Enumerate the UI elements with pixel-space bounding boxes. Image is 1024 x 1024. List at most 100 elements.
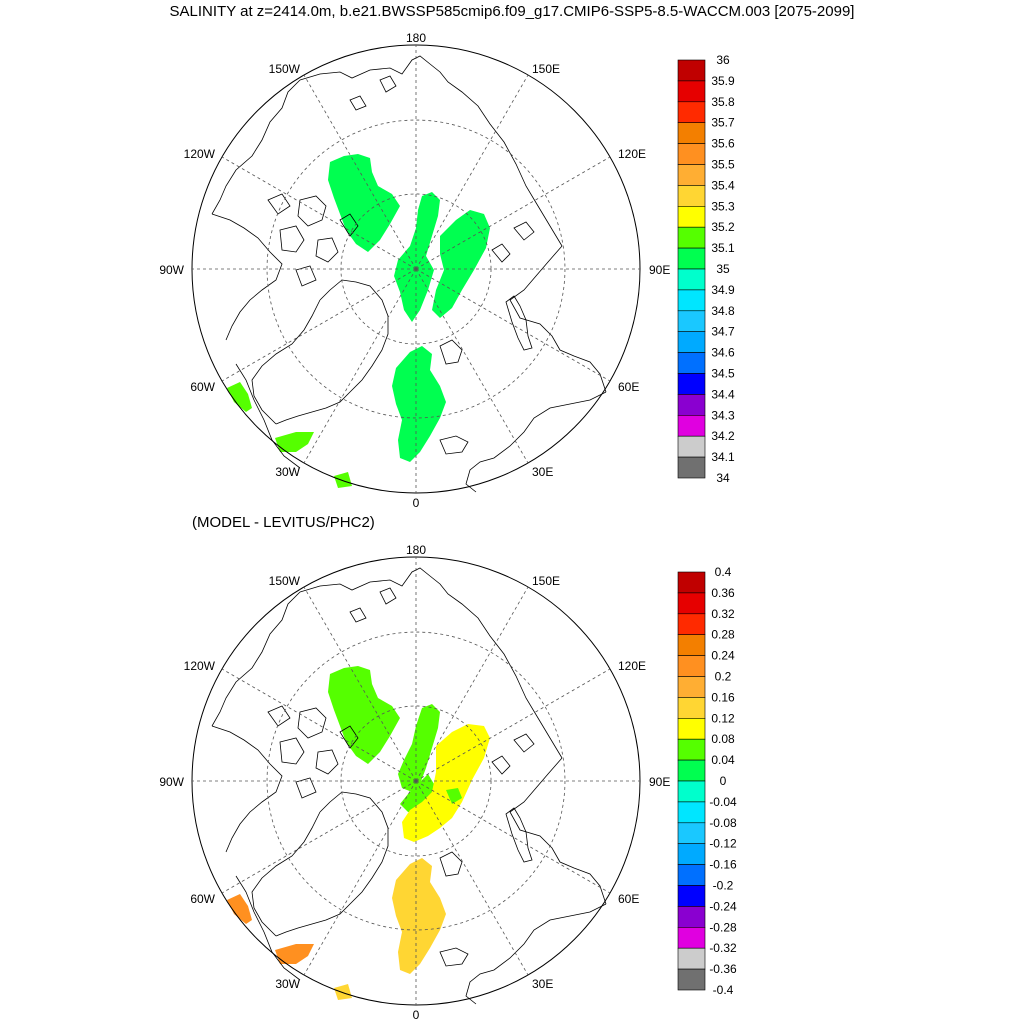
coastline — [491, 243, 511, 263]
meridian-line — [415, 780, 529, 976]
colorbar-swatch — [677, 634, 706, 656]
difference-region — [402, 724, 490, 842]
difference-region — [392, 858, 446, 974]
coastline — [211, 213, 283, 341]
difference-region — [446, 788, 462, 804]
colorbar-swatch — [677, 801, 706, 824]
coastline — [235, 875, 301, 981]
colorbar-label: 35.1 — [711, 241, 735, 255]
meridian-line — [303, 586, 417, 782]
salinity-region — [394, 192, 440, 322]
meridian-line — [415, 586, 529, 782]
coastline — [339, 725, 359, 749]
colorbar-swatch — [677, 613, 706, 636]
coastline — [275, 279, 389, 425]
colorbar-label: 0.08 — [711, 732, 735, 746]
coastline — [509, 245, 607, 393]
coastline — [297, 707, 327, 739]
longitude-label: 60E — [618, 380, 639, 394]
difference-region — [398, 704, 440, 792]
coastline — [379, 587, 397, 605]
colorbar-label: 34.5 — [711, 367, 735, 381]
colorbar-swatch — [677, 738, 706, 761]
top-graticule — [191, 44, 641, 494]
colorbar-label: 34.2 — [711, 429, 735, 443]
colorbar-swatch — [677, 843, 706, 865]
colorbar-label: -0.4 — [713, 983, 734, 997]
colorbar-swatch — [677, 101, 706, 124]
coastline — [297, 195, 327, 227]
salinity-region — [432, 210, 490, 318]
latitude-circle — [266, 631, 566, 931]
coastline — [465, 391, 607, 493]
colorbar-label: 34.4 — [711, 387, 735, 401]
colorbar-swatch — [677, 676, 706, 698]
colorbar-swatch — [677, 289, 706, 312]
colorbar-swatch — [677, 926, 706, 949]
coastline — [349, 607, 367, 623]
coastline — [315, 237, 339, 263]
coastline — [505, 295, 533, 351]
coastline — [439, 435, 469, 455]
meridian-line — [221, 156, 417, 270]
colorbar-label: -0.36 — [709, 962, 737, 976]
longitude-label: 120E — [618, 659, 646, 673]
longitude-label: 150E — [532, 62, 560, 76]
colorbar-label: 35.2 — [711, 220, 735, 234]
colorbar-swatch — [677, 759, 706, 782]
colorbar-swatch — [677, 414, 706, 437]
colorbar-swatch — [677, 352, 706, 374]
colorbar-swatch — [677, 247, 706, 270]
colorbar-label: 34.9 — [711, 283, 735, 297]
longitude-label: 0 — [413, 496, 420, 510]
coastline — [315, 749, 339, 775]
top-salinity-map: 180 0 90W 90E 150W 120W 150E 120E 60W 30W 60E 30E 3… — [159, 31, 735, 510]
colorbar-label: 0.36 — [711, 586, 735, 600]
meridian-line — [415, 668, 611, 782]
colorbar-swatch — [677, 697, 706, 719]
coastline — [267, 705, 291, 727]
coastline — [267, 193, 291, 215]
longitude-label: 30W — [275, 465, 300, 479]
figure-title: SALINITY at z=2414.0m, b.e21.BWSSP585cmi… — [169, 3, 855, 20]
coastline — [349, 95, 367, 111]
colorbar-swatch — [677, 226, 706, 249]
meridian-line — [415, 268, 529, 464]
colorbar-label: -0.2 — [713, 879, 734, 893]
colorbar-swatch — [677, 310, 706, 332]
coastline — [513, 733, 535, 753]
longitude-label: 90E — [649, 775, 670, 789]
colorbar-label: 34.1 — [711, 450, 735, 464]
salinity-region — [392, 346, 446, 462]
colorbar-swatch — [677, 592, 706, 615]
longitude-label: 180 — [406, 543, 426, 557]
meridian-line — [415, 268, 611, 382]
latitude-circle — [340, 193, 492, 345]
coastline — [211, 591, 301, 727]
colorbar-swatch — [677, 968, 706, 991]
colorbar-swatch — [677, 268, 706, 291]
top-salinity-fills — [227, 154, 490, 488]
coastline — [513, 221, 535, 241]
colorbar-swatch — [677, 143, 706, 165]
coastline — [251, 299, 321, 425]
colorbar-label: 35.8 — [711, 95, 735, 109]
meridian-line — [303, 74, 417, 270]
meridian-line — [303, 268, 417, 464]
longitude-label: 30E — [532, 977, 553, 991]
coastline — [295, 777, 317, 799]
colorbar-label: -0.16 — [709, 858, 737, 872]
bottom-difference-map: 180 0 90W 90E 150W 120W 150E 120E 60W 30W 60E 30E 0… — [159, 543, 737, 1022]
meridian-line — [221, 668, 417, 782]
colorbar-label: -0.08 — [709, 816, 737, 830]
longitude-label: 150E — [532, 574, 560, 588]
colorbar-label: 0.4 — [715, 565, 732, 579]
coastline — [339, 213, 359, 237]
longitude-label: 60W — [190, 892, 215, 906]
colorbar-swatch — [677, 80, 706, 103]
colorbar-label: 35.6 — [711, 137, 735, 151]
meridian-line — [415, 74, 529, 270]
coastline — [251, 811, 321, 937]
coastline — [279, 737, 305, 765]
colorbar-swatch — [677, 59, 706, 82]
